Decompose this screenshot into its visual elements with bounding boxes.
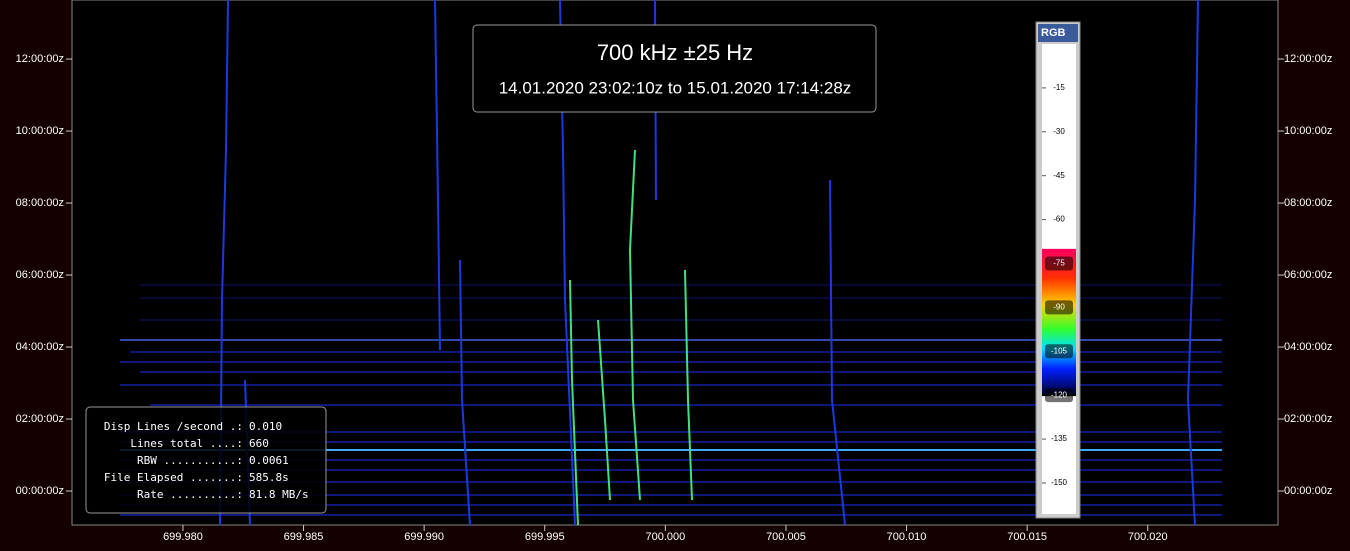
y2-tick-label: 00:00:00z	[1284, 485, 1332, 497]
info-value: 660	[249, 437, 269, 450]
info-value: 585.8s	[249, 471, 289, 484]
y-tick-label: 04:00:00z	[16, 341, 64, 353]
info-label: RBW ...........:	[137, 454, 243, 467]
y2-tick-label: 04:00:00z	[1284, 341, 1332, 353]
x-tick-label: 699.995	[525, 531, 565, 543]
info-value: 0.0061	[249, 454, 289, 467]
x-tick-label: 700.010	[887, 531, 927, 543]
info-label: Lines total ....:	[130, 437, 243, 450]
info-label: Rate ..........:	[137, 488, 243, 501]
title-box: 700 kHz ±25 Hz 14.01.2020 23:02:10z to 1…	[472, 24, 877, 113]
colorbar-tick-bg	[1045, 344, 1073, 359]
colorbar-tick-label: -45	[1053, 171, 1065, 180]
y-tick-label: 02:00:00z	[16, 413, 64, 425]
info-label: File Elapsed .......:	[104, 471, 243, 484]
title-frame	[472, 24, 877, 113]
colorbar-tick-label: -75	[1053, 259, 1065, 268]
info-frame	[85, 406, 327, 514]
info-value: 0.010	[249, 420, 282, 433]
colorbar-tick-bg	[1045, 256, 1073, 271]
info-value: 81.8 MB/s	[249, 488, 309, 501]
x-tick-label: 699.980	[163, 531, 203, 543]
y2-tick-label: 10:00:00z	[1284, 125, 1332, 137]
y-tick-label: 10:00:00z	[16, 125, 64, 137]
colorbar-header	[1038, 24, 1078, 42]
x-tick-label: 700.000	[645, 531, 685, 543]
x-tick-label: 699.990	[404, 531, 444, 543]
info-label: Disp Lines /second .:	[104, 420, 243, 433]
y-tick-label: 00:00:00z	[16, 485, 64, 497]
y2-tick-label: 02:00:00z	[1284, 413, 1332, 425]
y2-tick-label: 08:00:00z	[1284, 197, 1332, 209]
colorbar-tick-label: -90	[1053, 302, 1065, 311]
x-tick-label: 700.005	[766, 531, 806, 543]
y2-tick-label: 12:00:00z	[1284, 53, 1332, 65]
colorbar-label: RGB	[1041, 27, 1066, 39]
colorbar-tick-label: -135	[1051, 434, 1068, 443]
colorbar-colored	[1042, 248, 1076, 396]
colorbar-tick-label: -60	[1053, 215, 1065, 224]
y-tick-label: 08:00:00z	[16, 197, 64, 209]
y-tick-label: 06:00:00z	[16, 269, 64, 281]
colorbar-tick-label: -15	[1053, 83, 1065, 92]
colorbar: RGB -15 -30 -45 -60 -75 -90 -105 -120 -135 -150	[1035, 21, 1081, 519]
colorbar-tick-label: -105	[1051, 346, 1068, 355]
colorbar-tick-bg	[1045, 300, 1073, 315]
colorbar-tick-label: -120	[1051, 390, 1068, 399]
x-tick-label: 699.985	[284, 531, 324, 543]
colorbar-tick-bg	[1045, 388, 1073, 403]
y-tick-label: 12:00:00z	[16, 53, 64, 65]
chart-title: 700 kHz ±25 Hz	[597, 40, 753, 65]
chart-subtitle: 14.01.2020 23:02:10z to 15.01.2020 17:14…	[499, 78, 852, 97]
colorbar-tick-label: -150	[1051, 478, 1068, 487]
colorbar-tick-label: -30	[1053, 127, 1065, 136]
x-tick-label: 700.015	[1007, 531, 1047, 543]
x-tick-label: 700.020	[1128, 531, 1168, 543]
y2-tick-label: 06:00:00z	[1284, 269, 1332, 281]
